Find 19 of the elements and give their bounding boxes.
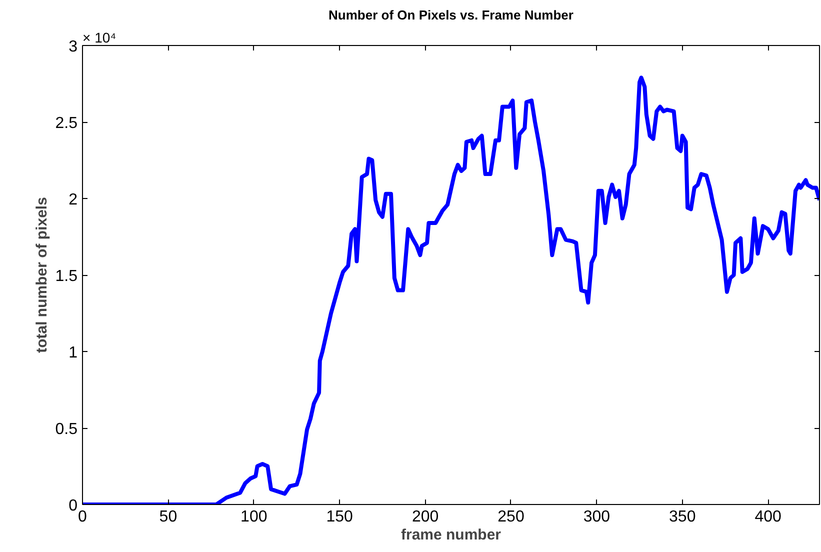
y-axis-title: total number of pixels: [33, 197, 50, 353]
x-tick-label: 150: [326, 508, 354, 526]
x-tick-label: 200: [412, 508, 439, 526]
x-axis-title: frame number: [400, 526, 502, 544]
x-tick-label: 300: [583, 508, 610, 526]
y-tick-label: 2: [68, 192, 78, 208]
x-tick-label: 250: [498, 508, 524, 526]
y-tick-label: 3: [68, 38, 78, 56]
y-tick-label: 1.5: [55, 268, 78, 285]
x-tick-label: 400: [754, 508, 782, 526]
y-tick-label: 0.5: [55, 421, 78, 438]
y-tick-label: 2.5: [55, 115, 78, 132]
x-tick-label: 350: [669, 508, 696, 526]
x-tick-label: 50: [159, 508, 178, 526]
text: × 10⁴: [82, 30, 116, 46]
y-tick-label: 0: [68, 498, 78, 514]
x-tick-label: 100: [240, 508, 268, 526]
y-tick-label: 1: [68, 344, 78, 362]
chart-title: Number of On Pixels vs. Frame Number: [328, 8, 574, 22]
